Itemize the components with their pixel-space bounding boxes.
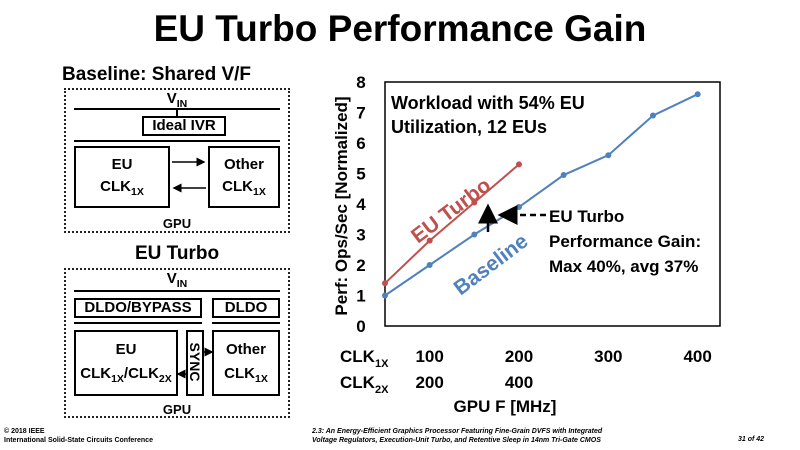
series-line-eu-turbo	[384, 163, 520, 285]
chart-series	[382, 91, 701, 299]
y-tick-label: 8	[356, 73, 365, 92]
clk1x-tick-labels: 100 200 300 400	[415, 347, 711, 366]
plot-frame	[384, 81, 721, 327]
turbo-vin-label: VIN	[166, 270, 188, 290]
annotation-line2: Utilization, 12 EUs	[391, 117, 547, 137]
turbo-dldo-box: DLDO	[212, 298, 280, 318]
data-point-baseline	[650, 112, 656, 119]
baseline-ivr-box: Ideal IVR	[142, 116, 226, 136]
data-point-baseline	[382, 292, 388, 299]
data-point-eu-turbo	[382, 280, 388, 287]
baseline-title: Baseline: Shared V/F	[62, 64, 252, 85]
turbo-dldo-bypass-box: DLDO/BYPASS	[74, 298, 202, 318]
turbo-eu-rail	[74, 322, 202, 324]
clk2x-label: CLK2X	[340, 373, 389, 396]
gain-line3: Max 40%, avg 37%	[549, 257, 698, 276]
footer-copyright: © 2018 IEEE	[4, 428, 45, 435]
turbo-other-box: Other CLK1X	[212, 330, 280, 396]
y-axis-label: Perf: Ops/Sec [Normalized]	[332, 96, 351, 315]
baseline-other-box: Other CLK1X	[208, 146, 280, 208]
turbo-other-rail	[212, 322, 280, 324]
footer-page-number: 31 of 42	[738, 436, 765, 443]
y-tick-label: 1	[356, 287, 365, 306]
clk2x-tick-label: 400	[505, 373, 533, 392]
y-tick-label: 4	[356, 195, 366, 214]
data-point-baseline	[516, 204, 522, 211]
y-tick-label: 2	[356, 256, 365, 275]
x-axis-label: GPU F [MHz]	[454, 397, 557, 416]
turbo-arrows	[176, 347, 214, 379]
y-tick-label: 6	[356, 134, 365, 153]
turbo-gpu-box	[64, 268, 290, 418]
baseline-arrows	[172, 157, 206, 193]
y-tick-label: 0	[356, 317, 365, 336]
clk1x-label: CLK1X	[340, 347, 389, 370]
clk1x-tick-label: 400	[683, 347, 711, 366]
y-tick-labels: 0 1 2 3 4 5 6 7 8	[356, 73, 366, 336]
clk1x-tick-label: 200	[505, 347, 533, 366]
series-label-eu-turbo: EU Turbo	[407, 174, 495, 248]
turbo-title: EU Turbo	[135, 243, 220, 264]
turbo-eu-box: EU CLK1X/CLK2X	[74, 330, 178, 396]
annotation-line1: Workload with 54% EU	[391, 93, 585, 113]
clk1x-tick-label: 100	[415, 347, 443, 366]
y-tick-label: 7	[356, 104, 365, 123]
turbo-vin-rail	[74, 290, 280, 292]
turbo-gpu-label: GPU	[162, 402, 192, 417]
series-label-baseline: Baseline	[450, 230, 533, 300]
series-line-baseline	[384, 93, 699, 297]
data-point-baseline	[471, 231, 478, 238]
data-point-baseline	[560, 172, 567, 179]
baseline-vin-stub	[176, 108, 178, 116]
baseline-supply-rail	[74, 140, 280, 142]
y-tick-label: 5	[356, 165, 365, 184]
clk2x-tick-labels: 200 400	[415, 373, 533, 392]
clk2x-tick-label: 200	[415, 373, 443, 392]
footer-paper-line2: Voltage Regulators, Execution-Unit Turbo…	[312, 437, 601, 444]
footer-paper-line1: 2.3: An Energy-Efficient Graphics Proces…	[312, 428, 603, 435]
gain-line1: EU Turbo	[549, 207, 624, 226]
baseline-vin-label: VIN	[166, 90, 188, 110]
chart-axes	[384, 81, 721, 327]
baseline-eu-box: EU CLK1X	[74, 146, 170, 208]
data-point-eu-turbo	[426, 237, 433, 244]
turbo-sync-box: SYNC	[186, 330, 204, 396]
footer-conference: International Solid-State Circuits Confe…	[4, 437, 153, 444]
clk1x-tick-label: 300	[594, 347, 622, 366]
data-point-baseline	[605, 152, 612, 159]
data-point-eu-turbo	[471, 199, 478, 206]
gain-line2: Performance Gain:	[549, 232, 701, 251]
baseline-gpu-label: GPU	[162, 216, 192, 231]
data-point-eu-turbo	[516, 161, 522, 168]
data-point-baseline	[694, 91, 701, 98]
slide-title: EU Turbo Performance Gain	[153, 8, 647, 49]
data-point-baseline	[426, 262, 433, 268]
baseline-gpu-box	[64, 88, 290, 233]
y-tick-label: 3	[356, 226, 365, 245]
